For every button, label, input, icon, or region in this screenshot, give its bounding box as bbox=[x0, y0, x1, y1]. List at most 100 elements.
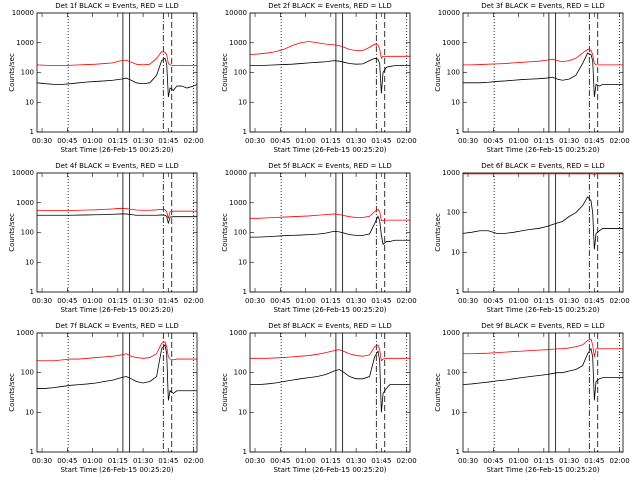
y-tick-label: 1 bbox=[456, 288, 460, 296]
x-tick-label: 00:45 bbox=[270, 457, 290, 465]
x-tick-label: 01:30 bbox=[346, 137, 366, 145]
y-tick-label: 100 bbox=[234, 229, 247, 237]
x-tick-label: 00:30 bbox=[245, 297, 265, 305]
y-axis-label: Counts/sec bbox=[221, 53, 229, 92]
x-tick-label: 01:00 bbox=[82, 297, 102, 305]
y-tick-label: 100 bbox=[447, 209, 460, 217]
panel: Det 6f BLACK = Events, RED = LLD Counts/s… bbox=[434, 162, 630, 314]
x-tick-label: 01:15 bbox=[321, 297, 341, 305]
x-tick-label: 01:15 bbox=[534, 137, 554, 145]
y-tick-label: 1 bbox=[243, 288, 247, 296]
y-tick-label: 10000 bbox=[225, 169, 247, 177]
chart-title: Det 5f BLACK = Events, RED = LLD bbox=[268, 162, 391, 170]
x-tick-label: 01:15 bbox=[108, 137, 128, 145]
x-tick-label: 01:15 bbox=[108, 297, 128, 305]
x-tick-label: 00:45 bbox=[57, 457, 77, 465]
y-axis-label: Counts/sec bbox=[8, 213, 16, 252]
panel: Det 5f BLACK = Events, RED = LLD Counts/s… bbox=[221, 162, 417, 314]
x-tick-label: 02:00 bbox=[397, 457, 417, 465]
panel: Det 1f BLACK = Events, RED = LLD Counts/s… bbox=[8, 2, 204, 154]
x-tick-label: 01:45 bbox=[158, 457, 178, 465]
x-tick-label: 00:45 bbox=[57, 297, 77, 305]
y-axis-label: Counts/sec bbox=[8, 53, 16, 92]
x-tick-label: 00:30 bbox=[458, 297, 478, 305]
x-tick-label: 01:00 bbox=[295, 297, 315, 305]
x-tick-label: 00:30 bbox=[245, 137, 265, 145]
x-axis-label: Start Time (26-Feb-15 00:25:20) bbox=[486, 306, 599, 314]
x-tick-label: 00:45 bbox=[270, 137, 290, 145]
plot-frame bbox=[249, 172, 411, 293]
data-line bbox=[250, 349, 410, 413]
x-tick-label: 01:45 bbox=[371, 297, 391, 305]
data-line bbox=[250, 208, 410, 222]
x-tick-label: 01:45 bbox=[371, 137, 391, 145]
chart-title: Det 1f BLACK = Events, RED = LLD bbox=[55, 2, 178, 10]
y-tick-label: 10 bbox=[238, 98, 247, 106]
y-tick-label: 100 bbox=[21, 369, 34, 377]
y-tick-label: 100 bbox=[234, 369, 247, 377]
y-axis-label: Counts/sec bbox=[434, 53, 442, 92]
plot-frame bbox=[36, 332, 198, 453]
y-tick-label: 1 bbox=[456, 448, 460, 456]
data-line bbox=[37, 213, 197, 224]
x-tick-label: 00:30 bbox=[32, 297, 52, 305]
chart-title: Det 8f BLACK = Events, RED = LLD bbox=[268, 322, 391, 330]
x-axis-label: Start Time (26-Feb-15 00:25:20) bbox=[60, 146, 173, 154]
x-tick-label: 00:45 bbox=[57, 137, 77, 145]
x-tick-label: 02:00 bbox=[184, 297, 204, 305]
x-tick-label: 00:30 bbox=[458, 137, 478, 145]
x-tick-label: 01:00 bbox=[508, 137, 528, 145]
chart-title: Det 6f BLACK = Events, RED = LLD bbox=[481, 162, 604, 170]
plot-frame bbox=[462, 12, 624, 133]
x-tick-label: 01:30 bbox=[346, 457, 366, 465]
data-line bbox=[462, 347, 623, 401]
x-tick-label: 02:00 bbox=[184, 137, 204, 145]
y-axis-label: Counts/sec bbox=[221, 373, 229, 412]
y-tick-label: 10 bbox=[238, 408, 247, 416]
data-line bbox=[37, 341, 197, 362]
x-tick-label: 01:15 bbox=[534, 297, 554, 305]
y-tick-label: 100 bbox=[234, 69, 247, 77]
y-tick-label: 10 bbox=[238, 258, 247, 266]
y-axis-label: Counts/sec bbox=[434, 213, 442, 252]
data-line bbox=[463, 338, 623, 357]
y-tick-label: 1 bbox=[30, 288, 34, 296]
y-tick-label: 100 bbox=[447, 69, 460, 77]
x-tick-label: 00:30 bbox=[245, 457, 265, 465]
panel: Det 2f BLACK = Events, RED = LLD Counts/s… bbox=[221, 2, 417, 154]
y-axis-label: Counts/sec bbox=[221, 213, 229, 252]
y-tick-label: 1 bbox=[30, 128, 34, 136]
plot-frame bbox=[462, 332, 624, 453]
y-tick-label: 10 bbox=[25, 408, 34, 416]
y-tick-label: 1000 bbox=[229, 39, 247, 47]
x-tick-label: 01:30 bbox=[559, 297, 579, 305]
y-tick-label: 1000 bbox=[229, 199, 247, 207]
x-axis-label: Start Time (26-Feb-15 00:25:20) bbox=[273, 306, 386, 314]
x-tick-label: 01:45 bbox=[158, 297, 178, 305]
x-tick-label: 01:15 bbox=[321, 457, 341, 465]
x-tick-label: 01:30 bbox=[133, 457, 153, 465]
plot-frame bbox=[462, 172, 624, 293]
y-tick-label: 1 bbox=[456, 128, 460, 136]
x-tick-label: 01:00 bbox=[82, 457, 102, 465]
plot-frame bbox=[249, 12, 411, 133]
x-axis-label: Start Time (26-Feb-15 00:25:20) bbox=[273, 466, 386, 474]
chart-title: Det 7f BLACK = Events, RED = LLD bbox=[55, 322, 178, 330]
x-tick-label: 00:45 bbox=[483, 457, 503, 465]
y-tick-label: 100 bbox=[447, 369, 460, 377]
x-tick-label: 01:45 bbox=[584, 297, 604, 305]
x-tick-label: 01:00 bbox=[82, 137, 102, 145]
x-tick-label: 02:00 bbox=[184, 457, 204, 465]
y-tick-label: 100 bbox=[21, 229, 34, 237]
y-tick-label: 1000 bbox=[442, 39, 460, 47]
panel: Det 9f BLACK = Events, RED = LLD Counts/s… bbox=[434, 322, 630, 474]
data-line bbox=[250, 344, 410, 362]
x-tick-label: 01:00 bbox=[295, 457, 315, 465]
x-tick-label: 01:45 bbox=[584, 137, 604, 145]
y-tick-label: 1 bbox=[243, 448, 247, 456]
y-tick-label: 1000 bbox=[16, 199, 34, 207]
x-axis-label: Start Time (26-Feb-15 00:25:20) bbox=[273, 146, 386, 154]
data-line bbox=[36, 57, 198, 98]
data-line bbox=[37, 207, 197, 219]
